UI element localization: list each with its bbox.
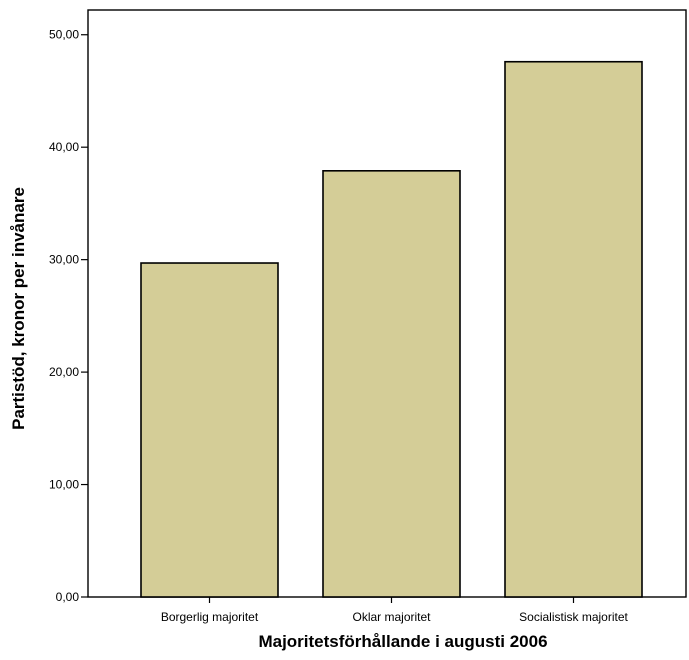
y-tick-label: 40,00	[49, 140, 79, 154]
y-tick-label: 50,00	[49, 28, 79, 42]
x-tick-label: Borgerlig majoritet	[161, 610, 259, 624]
x-tick-label: Oklar majoritet	[352, 610, 431, 624]
y-tick-label: 0,00	[56, 590, 80, 604]
y-tick-label: 30,00	[49, 253, 79, 267]
bars-group	[141, 62, 642, 597]
y-tick-label: 20,00	[49, 365, 79, 379]
y-axis-title: Partistöd, kronor per invånare	[9, 187, 28, 430]
bar-2	[505, 62, 642, 597]
x-tick-label: Socialistisk majoritet	[519, 610, 628, 624]
bar-0	[141, 263, 278, 597]
x-axis-ticks: Borgerlig majoritet Oklar majoritet Social…	[161, 597, 629, 624]
x-axis-title: Majoritetsförhållande i augusti 2006	[258, 632, 547, 651]
bar-1	[323, 171, 460, 597]
y-tick-label: 10,00	[49, 478, 79, 492]
y-axis-ticks: 0,00 10,00 20,00 30,00 40,00 50,00	[49, 28, 88, 604]
